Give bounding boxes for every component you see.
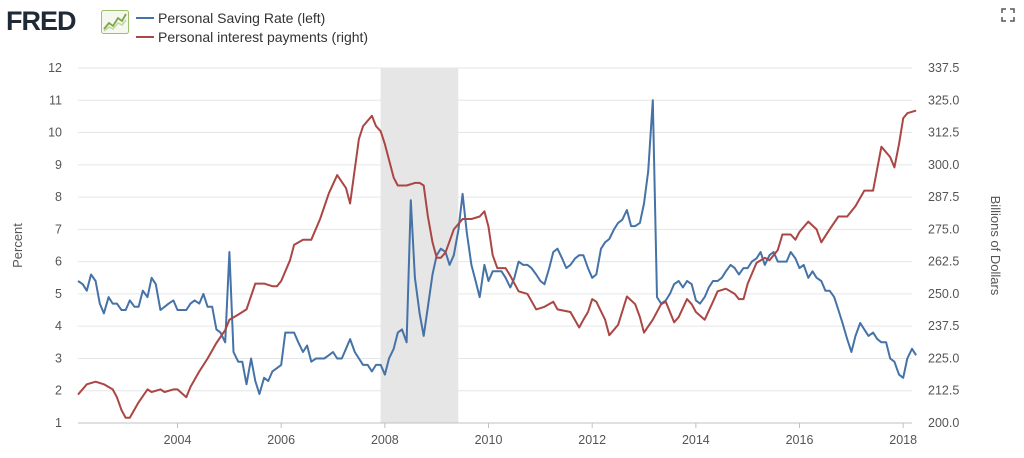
right-tick-label: 200.0 bbox=[928, 416, 959, 430]
series-line-interest-payments[interactable] bbox=[77, 109, 917, 419]
series-line-saving-rate[interactable] bbox=[77, 99, 917, 395]
left-tick-label: 10 bbox=[48, 126, 62, 140]
right-tick-label: 337.5 bbox=[928, 61, 959, 75]
right-tick-label: 225.0 bbox=[928, 351, 959, 365]
legend-swatch-saving bbox=[136, 16, 154, 19]
right-tick-label: 325.0 bbox=[928, 93, 959, 107]
fred-logo[interactable]: FRED bbox=[6, 6, 130, 36]
left-tick-label: 6 bbox=[55, 255, 62, 269]
x-tick-label: 2010 bbox=[475, 433, 503, 447]
right-tick-label: 212.5 bbox=[928, 384, 959, 398]
chart-header: FRED Personal Saving Rate (left) Persona… bbox=[0, 0, 1024, 60]
legend-label-saving: Personal Saving Rate (left) bbox=[158, 9, 326, 26]
right-tick-label: 312.5 bbox=[928, 126, 959, 140]
left-tick-label: 11 bbox=[49, 93, 62, 107]
right-tick-label: 250.0 bbox=[928, 287, 959, 301]
legend-item-saving-rate[interactable]: Personal Saving Rate (left) bbox=[136, 8, 368, 27]
x-tick-label: 2012 bbox=[578, 433, 606, 447]
chart-legend: Personal Saving Rate (left) Personal int… bbox=[136, 8, 368, 46]
left-tick-label: 3 bbox=[55, 351, 62, 365]
legend-item-interest-payments[interactable]: Personal interest payments (right) bbox=[136, 27, 368, 46]
left-tick-label: 5 bbox=[55, 287, 62, 301]
right-tick-label: 287.5 bbox=[928, 190, 959, 204]
recession-shading bbox=[380, 68, 459, 423]
fullscreen-icon[interactable] bbox=[1001, 8, 1015, 22]
right-tick-label: 300.0 bbox=[928, 158, 959, 172]
right-tick-label: 237.5 bbox=[928, 319, 959, 333]
left-axis-title: Percent bbox=[10, 223, 25, 268]
x-tick-label: 2018 bbox=[889, 433, 917, 447]
x-tick-label: 2006 bbox=[267, 433, 295, 447]
right-tick-label: 275.0 bbox=[928, 222, 959, 236]
fred-chart-logo-icon bbox=[101, 10, 129, 34]
legend-label-interest: Personal interest payments (right) bbox=[158, 28, 369, 45]
left-tick-label: 8 bbox=[55, 190, 62, 204]
x-tick-label: 2008 bbox=[371, 433, 399, 447]
x-tick-label: 2004 bbox=[164, 433, 192, 447]
fred-logo-text: FRED bbox=[6, 6, 76, 36]
left-tick-label: 7 bbox=[55, 222, 62, 236]
legend-swatch-interest bbox=[136, 35, 154, 38]
right-tick-label: 262.5 bbox=[928, 255, 959, 269]
left-tick-label: 9 bbox=[55, 158, 62, 172]
left-tick-label: 4 bbox=[55, 319, 62, 333]
left-tick-label: 12 bbox=[48, 61, 62, 75]
left-tick-label: 2 bbox=[55, 384, 62, 398]
left-tick-label: 1 bbox=[55, 416, 62, 430]
x-tick-label: 2016 bbox=[786, 433, 814, 447]
right-axis-title: Billions of Dollars bbox=[988, 196, 1003, 296]
x-tick-label: 2014 bbox=[682, 433, 710, 447]
